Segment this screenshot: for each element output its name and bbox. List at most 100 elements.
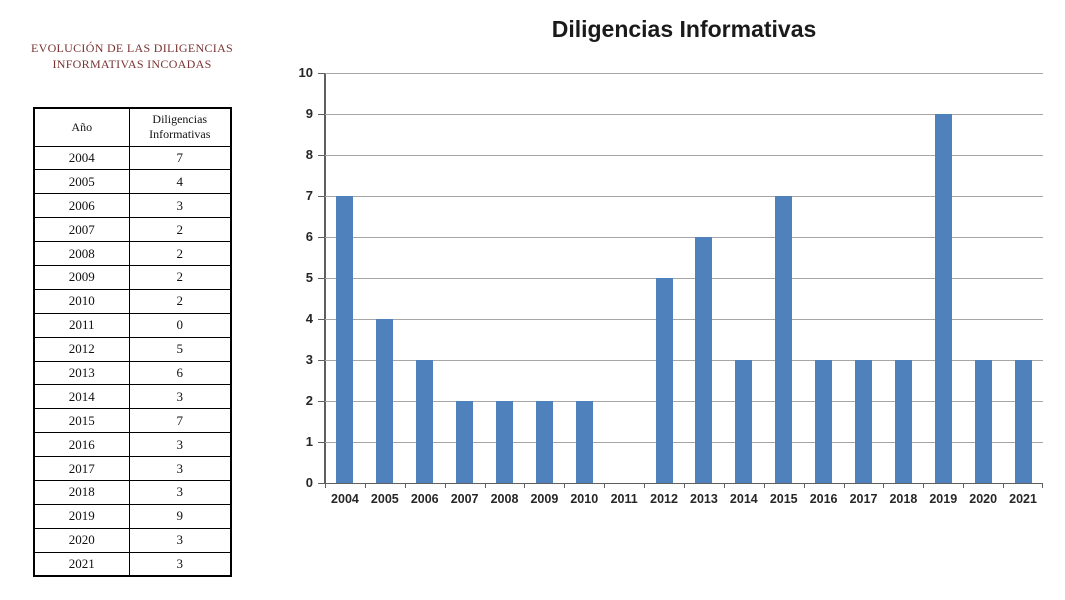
year-cell: 2007 <box>33 217 130 243</box>
year-cell: 2006 <box>33 193 130 219</box>
year-cell: 2020 <box>33 527 130 553</box>
x-axis-label: 2007 <box>450 492 479 506</box>
x-axis-tick <box>723 483 725 488</box>
bar-2007 <box>456 401 474 483</box>
x-axis-label: 2014 <box>729 492 758 506</box>
gridline <box>325 195 1043 197</box>
x-axis-label: 2004 <box>331 492 359 506</box>
gridline <box>325 72 1043 74</box>
bar-2016 <box>815 360 833 483</box>
table-body: 2004 7 2005 4 2006 3 2007 2 2008 2 2009 2 2010 2 2011 0… <box>33 145 232 577</box>
plot-area: 0 1 2 3 4 5 6 7 8 9 10 2004 2005 2006 2007 2008 2009 2010… <box>299 65 1043 506</box>
x-axis-tick <box>524 483 526 488</box>
value-cell: 6 <box>128 360 232 386</box>
value-cell: 3 <box>128 432 232 458</box>
gridline <box>325 441 1043 443</box>
table-row: 2010 2 <box>33 288 232 314</box>
value-cell: 3 <box>128 456 232 481</box>
y-axis-label: 4 <box>305 311 313 326</box>
bar-2010 <box>575 401 593 483</box>
value-cell: 7 <box>128 145 232 171</box>
table-row: 2018 3 <box>33 479 232 505</box>
x-axis-tick <box>564 483 566 488</box>
gridline <box>325 400 1043 402</box>
x-axis-tick <box>444 483 446 488</box>
value-cell: 3 <box>128 479 232 505</box>
x-axis-tick <box>963 483 965 488</box>
col-header-year: Año <box>33 107 130 147</box>
y-axis-label: 0 <box>305 475 313 490</box>
left-panel-title-line2: INFORMATIVAS INCOADAS <box>52 57 212 71</box>
table-row: 2006 3 <box>33 193 232 219</box>
bar-2017 <box>855 360 872 483</box>
table-row: 2019 9 <box>33 503 232 529</box>
x-axis-tick <box>325 483 326 488</box>
data-table: Año Diligencias Informativas 2004 7 2005 4 2… <box>33 107 232 578</box>
table-row: 2004 7 <box>33 145 232 171</box>
table-header-row: Año Diligencias Informativas <box>33 107 232 147</box>
gridline <box>325 318 1043 320</box>
bar-2018 <box>894 360 912 483</box>
value-cell: 3 <box>128 551 232 577</box>
x-axis-label: 2008 <box>490 492 519 506</box>
x-axis-tick <box>883 483 885 488</box>
x-axis-label: 2021 <box>1009 492 1037 506</box>
gridline <box>325 236 1043 238</box>
x-axis-tick <box>803 483 805 488</box>
y-axis-label: 3 <box>305 352 313 367</box>
year-cell: 2004 <box>33 145 130 171</box>
y-axis-label: 6 <box>305 229 313 244</box>
y-axis-tick <box>318 72 324 74</box>
bar-2013 <box>695 237 713 483</box>
y-axis-tick <box>318 277 324 279</box>
value-cell: 3 <box>128 193 232 219</box>
table-row: 2016 3 <box>33 432 232 458</box>
year-cell: 2008 <box>33 241 130 266</box>
bar-2005 <box>376 319 394 483</box>
x-axis-label: 2015 <box>769 492 798 506</box>
table-row: 2007 2 <box>33 217 232 243</box>
table-row: 2011 0 <box>33 312 232 338</box>
gridline <box>325 113 1043 115</box>
bar-2014 <box>735 360 753 483</box>
y-axis-tick <box>318 236 324 238</box>
table-row: 2017 3 <box>33 456 232 481</box>
x-axis-label: 2005 <box>370 492 399 506</box>
col-header-diligencias: Diligencias Informativas <box>128 107 232 147</box>
x-axis-tick <box>364 483 366 488</box>
y-axis-tick <box>318 318 324 320</box>
value-cell: 7 <box>128 408 232 434</box>
year-cell: 2019 <box>33 503 130 529</box>
left-panel-title-line1: EVOLUCIÓN DE LAS DILIGENCIAS <box>30 41 234 55</box>
x-axis-label: 2016 <box>809 492 838 506</box>
x-axis-tick <box>484 483 486 488</box>
value-cell: 5 <box>128 336 232 362</box>
x-axis-tick <box>763 483 765 488</box>
x-axis-label: 2017 <box>849 492 878 506</box>
y-axis-label: 8 <box>305 147 313 162</box>
y-axis-tick <box>318 482 324 484</box>
bar-2012 <box>655 278 673 483</box>
value-cell: 2 <box>128 241 232 266</box>
x-axis-tick <box>644 483 646 488</box>
x-axis-tick <box>404 483 406 488</box>
bar-2021 <box>1014 360 1032 483</box>
x-axis-label: 2019 <box>929 492 958 506</box>
table-row: 2005 4 <box>33 169 232 195</box>
bar-2019 <box>934 114 952 483</box>
x-axis-tick <box>1042 483 1043 488</box>
y-axis-label: 1 <box>305 434 313 449</box>
table-row: 2013 6 <box>33 360 232 386</box>
year-cell: 2013 <box>33 360 130 386</box>
year-cell: 2018 <box>33 479 130 505</box>
table-row: 2020 3 <box>33 527 232 553</box>
y-axis-tick <box>318 359 324 361</box>
year-cell: 2005 <box>33 169 130 195</box>
y-axis-label: 9 <box>305 106 313 121</box>
x-axis-label: 2020 <box>969 492 998 506</box>
y-axis-tick <box>318 400 324 402</box>
value-cell: 2 <box>128 217 232 243</box>
y-axis-tick <box>318 113 324 115</box>
x-axis-label: 2009 <box>530 492 559 506</box>
x-axis-label: 2012 <box>650 492 678 506</box>
